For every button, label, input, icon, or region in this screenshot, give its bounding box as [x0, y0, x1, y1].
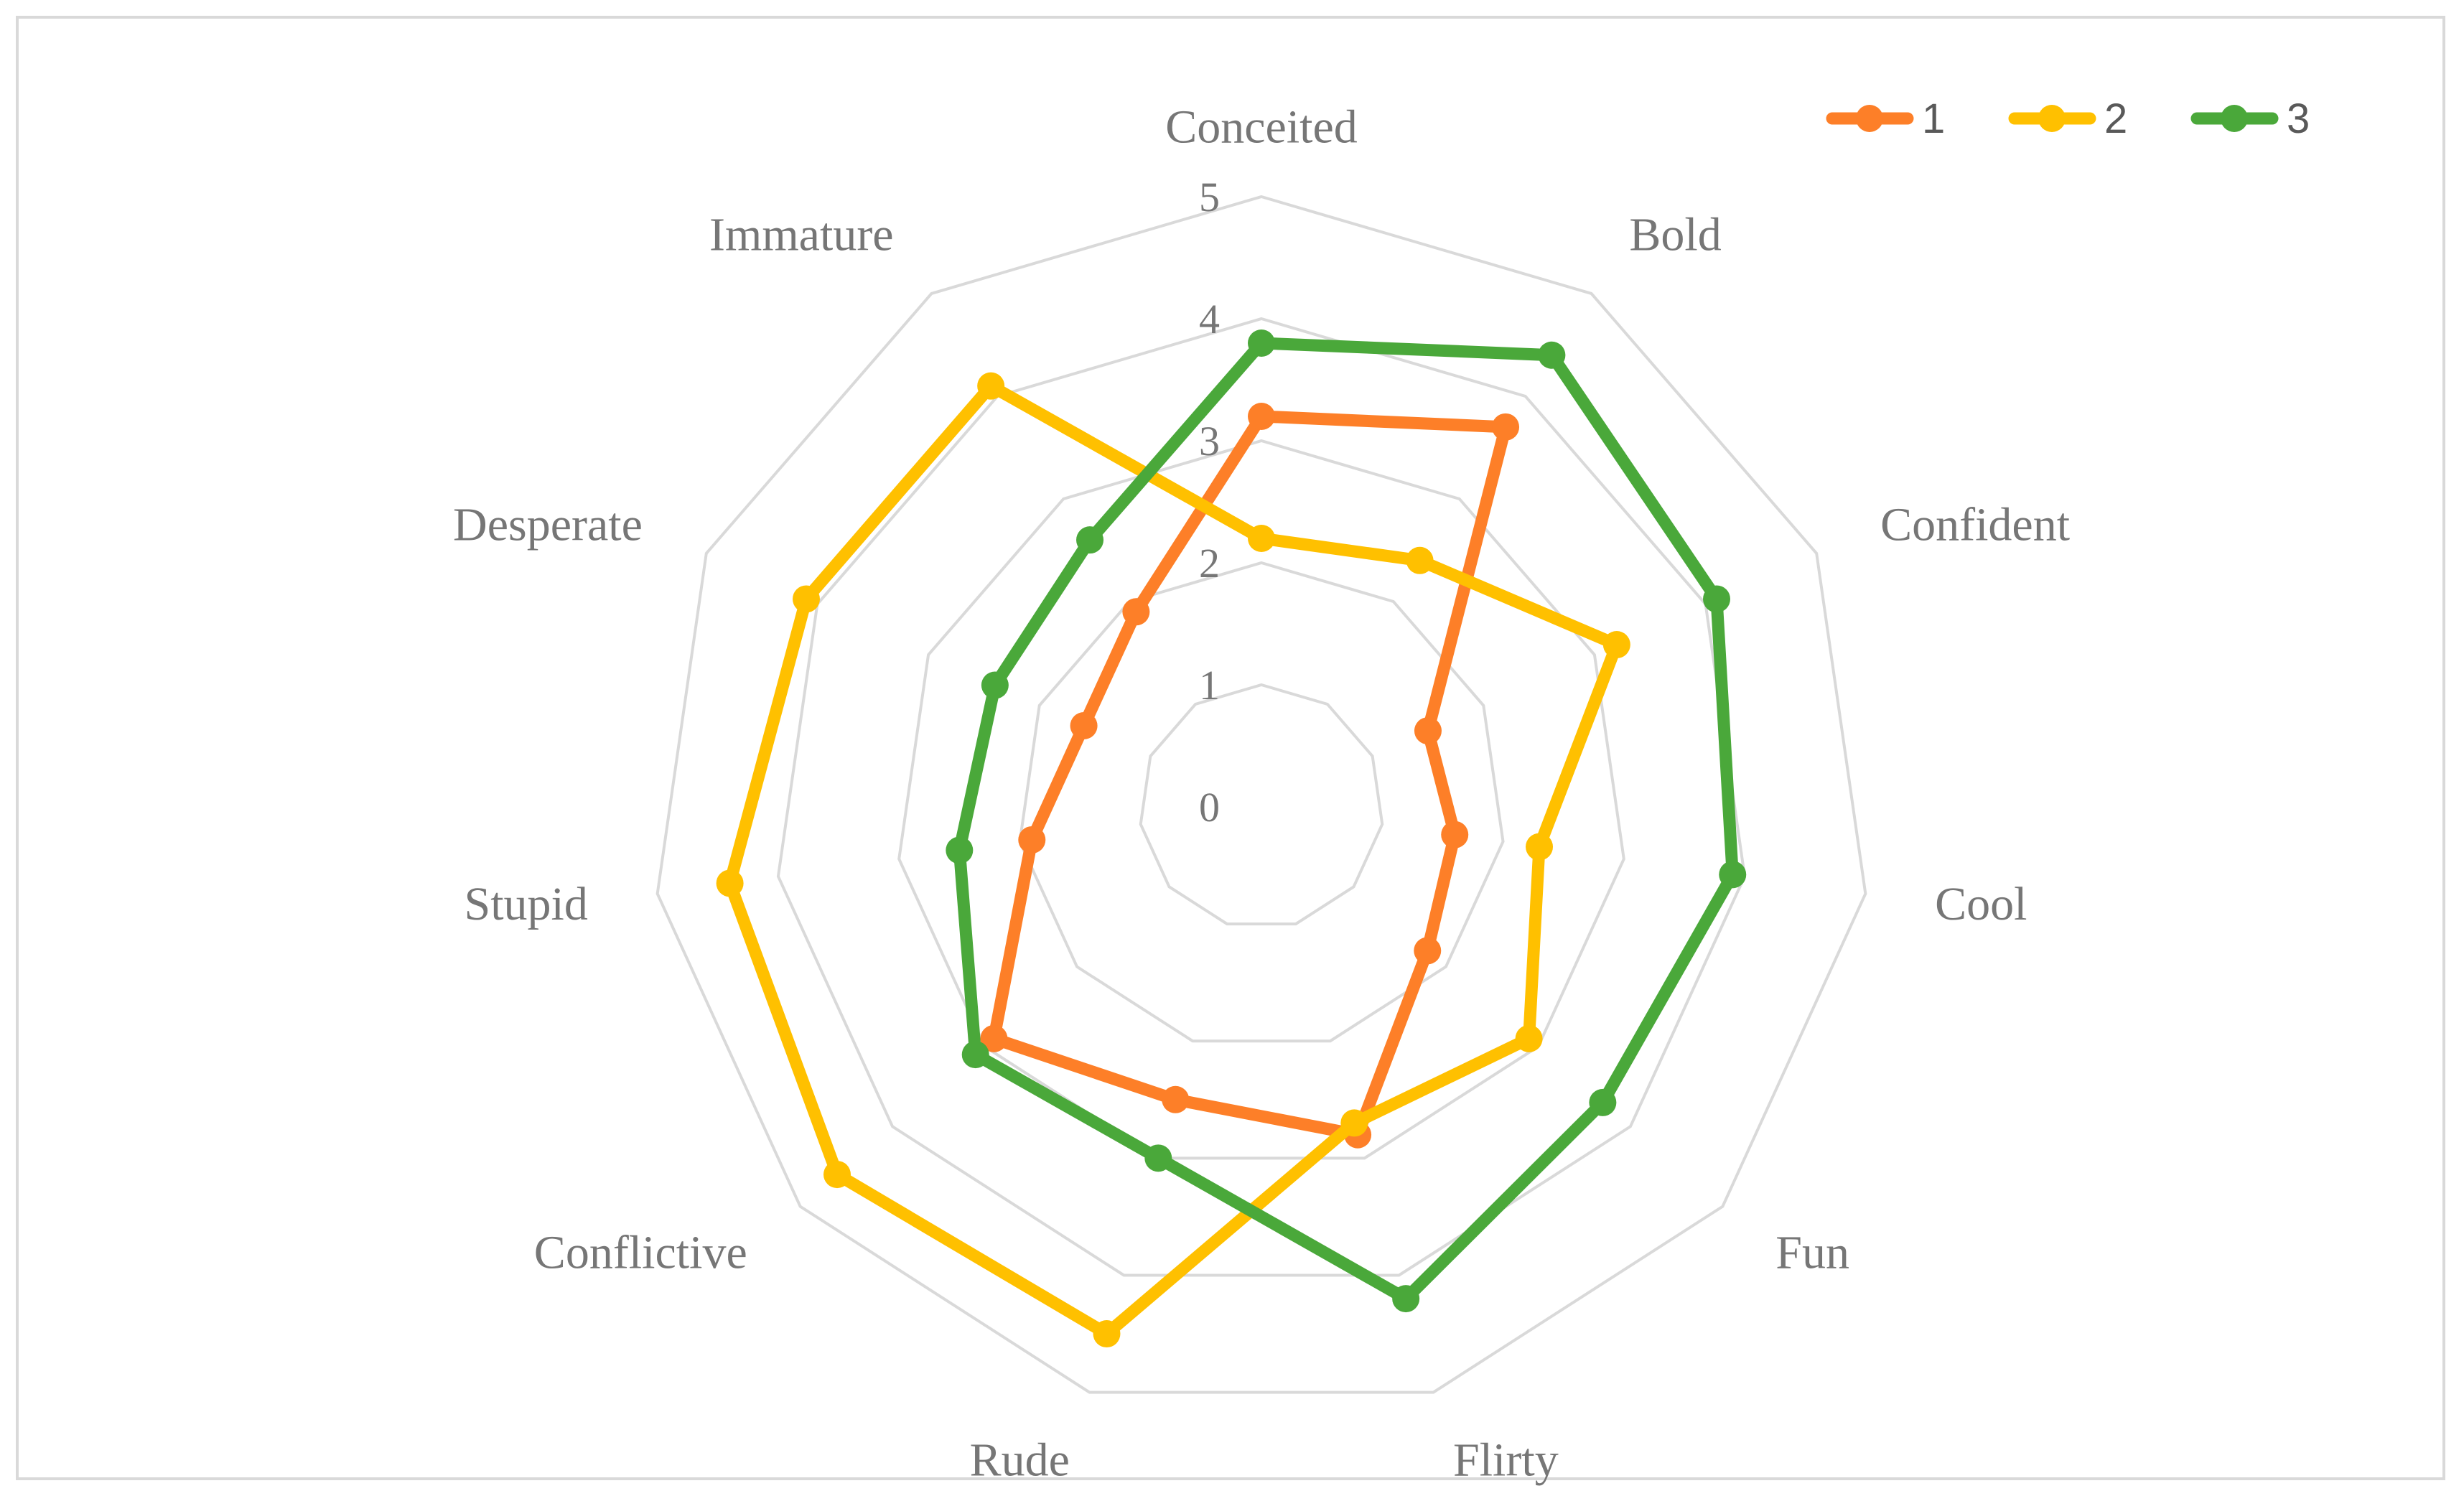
data-point [1144, 1144, 1172, 1172]
data-point [1122, 598, 1150, 626]
data-point [716, 869, 744, 897]
data-point [1526, 833, 1554, 861]
series-line [724, 380, 1623, 1340]
legend-item-3: 3 [2190, 95, 2310, 142]
tick-label: 5 [1199, 174, 1220, 220]
series-3 [946, 329, 1747, 1313]
category-label: Conflictive [534, 1227, 747, 1279]
tick-label: 0 [1199, 784, 1220, 831]
tick-label: 2 [1199, 540, 1220, 586]
legend-marker [2038, 105, 2066, 132]
data-point [961, 1041, 989, 1069]
radial-tick-labels: 0 1 2 3 4 5 [1199, 174, 1220, 831]
series-group [716, 329, 1747, 1348]
category-label: Fun [1775, 1227, 1849, 1279]
data-point [1515, 1024, 1543, 1052]
data-point [1070, 712, 1098, 740]
data-point [1018, 826, 1046, 854]
legend-marker [2221, 105, 2248, 132]
data-point [1248, 403, 1275, 430]
data-point [1162, 1085, 1190, 1113]
legend-label: 3 [2287, 95, 2310, 142]
data-point [1076, 526, 1104, 554]
data-point [1414, 937, 1442, 965]
data-point [1538, 341, 1566, 369]
legend: 1 2 3 [1826, 95, 2310, 142]
category-label: Confident [1880, 498, 2070, 551]
data-point [1392, 1285, 1420, 1313]
legend-item-1: 1 [1826, 95, 1945, 142]
tick-label: 4 [1199, 296, 1220, 342]
data-point [980, 1024, 1008, 1052]
category-label: Immature [709, 209, 894, 261]
gridline-2 [1018, 561, 1505, 1043]
category-label: Desperate [453, 498, 643, 551]
tick-label: 1 [1199, 662, 1220, 709]
category-label: Bold [1629, 209, 1721, 261]
legend-item-2: 2 [2008, 95, 2127, 142]
data-point [792, 585, 820, 613]
series-1 [980, 403, 1520, 1149]
data-point [823, 1161, 851, 1189]
data-point [1703, 585, 1731, 613]
category-labels: Conceited Bold Confident Cool Fun Flirty Rude C… [453, 100, 2070, 1486]
legend-label: 2 [2104, 95, 2127, 142]
data-point [1093, 1320, 1121, 1348]
category-label: Cool [1935, 878, 2027, 930]
data-point [977, 372, 1005, 400]
data-point [1406, 546, 1434, 574]
data-point [1441, 821, 1469, 848]
data-point [1340, 1109, 1368, 1137]
category-label: Stupid [465, 878, 588, 930]
category-label: Conceited [1165, 100, 1358, 153]
data-point [981, 671, 1009, 699]
data-point [1719, 861, 1747, 889]
legend-marker [1856, 105, 1883, 132]
gridline-1 [1139, 683, 1384, 926]
legend-label: 1 [1922, 95, 1945, 142]
gridline-4 [776, 317, 1747, 1277]
category-label: Flirty [1453, 1434, 1559, 1486]
data-point [1414, 717, 1442, 745]
category-label: Rude [970, 1434, 1070, 1486]
data-point [1248, 329, 1275, 357]
tick-label: 3 [1199, 418, 1220, 464]
gridline-5 [655, 195, 1867, 1394]
data-point [946, 836, 974, 864]
data-point [1492, 413, 1520, 441]
series-2 [716, 372, 1630, 1348]
data-point [1602, 631, 1630, 659]
data-point [1589, 1088, 1617, 1116]
data-point [1248, 525, 1275, 552]
series-line [987, 410, 1512, 1141]
series-line [953, 337, 1739, 1305]
